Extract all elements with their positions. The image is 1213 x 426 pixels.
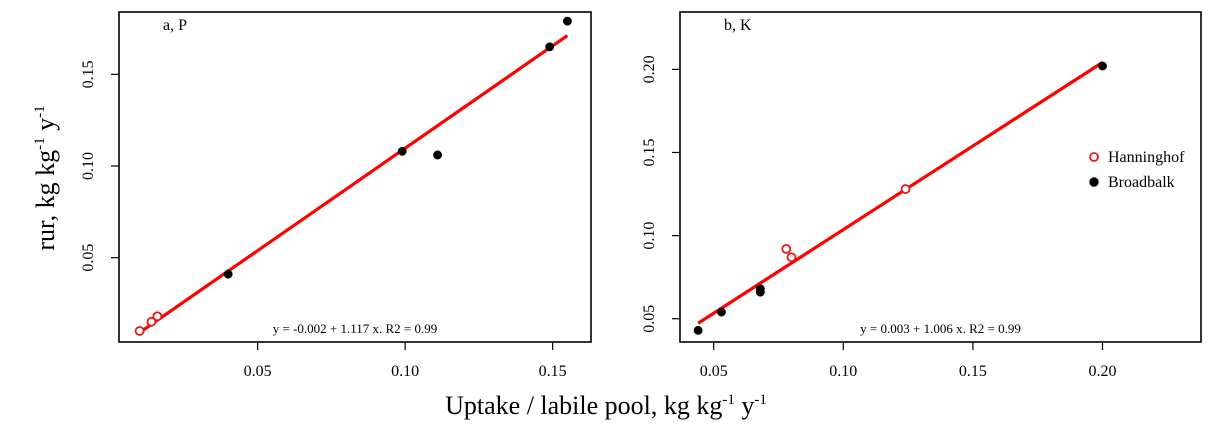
y-axis-title: rur, kg kg-1 y-1 bbox=[31, 105, 60, 250]
data-point-broadbalk bbox=[1098, 61, 1107, 71]
data-point-broadbalk bbox=[433, 150, 443, 160]
data-point-hanninghof bbox=[146, 316, 157, 327]
regression-line bbox=[138, 34, 569, 334]
data-point-broadbalk bbox=[755, 284, 765, 294]
x-axis-title-mid: y bbox=[735, 391, 755, 420]
legend: Hanninghof Broadbalk bbox=[1089, 149, 1185, 191]
data-point-broadbalk bbox=[545, 42, 555, 52]
legend-marker bbox=[1089, 152, 1099, 162]
plot-frame bbox=[118, 11, 592, 343]
x-axis-title: Uptake / labile pool, kg kg-1 y-1 bbox=[445, 391, 767, 420]
equation-label: y = 0.003 + 1.006 x. R2 = 0.99 bbox=[860, 321, 1021, 336]
y-tick-label: 0.10 bbox=[641, 222, 658, 250]
data-point-hanninghof bbox=[900, 184, 911, 194]
x-tick-label: 0.05 bbox=[244, 363, 272, 380]
panel-b: 0.05 0.10 0.15 0.20 0.05 0.10 0.15 0.20 b, K y = … bbox=[641, 11, 1202, 380]
x-tick-label: 0.10 bbox=[391, 363, 419, 380]
y-tick-label: 0.15 bbox=[641, 138, 658, 166]
legend-entry-hanninghof: Hanninghof bbox=[1089, 149, 1185, 166]
y-axis-title-sup2: -1 bbox=[32, 105, 48, 118]
data-point-broadbalk bbox=[717, 307, 726, 317]
y-axis-title-text: rur, kg kg bbox=[31, 150, 60, 251]
equation-label: y = -0.002 + 1.117 x. R2 = 0.99 bbox=[273, 321, 438, 336]
data-point-hanninghof bbox=[786, 252, 797, 263]
panel-label: b, K bbox=[724, 17, 752, 34]
legend-entry-broadbalk: Broadbalk bbox=[1089, 174, 1175, 191]
x-tick-label: 0.10 bbox=[829, 363, 857, 380]
y-axis-title-mid: y bbox=[31, 118, 60, 138]
plot-frame bbox=[679, 11, 1202, 343]
data-point-hanninghof bbox=[152, 311, 163, 322]
data-point-broadbalk bbox=[693, 325, 703, 335]
data-point-hanninghof bbox=[781, 244, 792, 254]
legend-marker bbox=[1089, 177, 1099, 187]
x-tick-label: 0.15 bbox=[959, 363, 987, 380]
y-tick-label: 0.05 bbox=[641, 305, 658, 333]
x-tick-label: 0.05 bbox=[700, 363, 728, 380]
panel-label: a, P bbox=[163, 17, 187, 34]
y-tick-label: 0.05 bbox=[80, 244, 97, 272]
legend-label: Broadbalk bbox=[1108, 174, 1175, 191]
y-axis-title-sup1: -1 bbox=[32, 137, 48, 150]
x-axis-title-sup1: -1 bbox=[722, 392, 735, 408]
regression-line bbox=[697, 61, 1104, 325]
legend-label: Hanninghof bbox=[1108, 149, 1185, 166]
panels: 0.05 0.10 0.15 0.05 0.10 0.15 a, P y = -0.002 +… bbox=[80, 11, 1202, 380]
x-axis-title-text: Uptake / labile pool, kg kg bbox=[445, 391, 722, 420]
x-tick-label: 0.15 bbox=[539, 363, 567, 380]
data-point-hanninghof bbox=[134, 326, 145, 336]
panel-a: 0.05 0.10 0.15 0.05 0.10 0.15 a, P y = -0.002 +… bbox=[80, 11, 592, 380]
y-tick-label: 0.10 bbox=[80, 152, 97, 180]
x-axis-title-sup2: -1 bbox=[754, 392, 767, 408]
data-point-broadbalk bbox=[397, 146, 407, 156]
y-tick-label: 0.15 bbox=[80, 60, 97, 88]
y-tick-label: 0.20 bbox=[641, 55, 658, 83]
data-point-broadbalk bbox=[223, 269, 233, 279]
data-point-broadbalk bbox=[562, 16, 572, 26]
x-tick-label: 0.20 bbox=[1089, 363, 1117, 380]
